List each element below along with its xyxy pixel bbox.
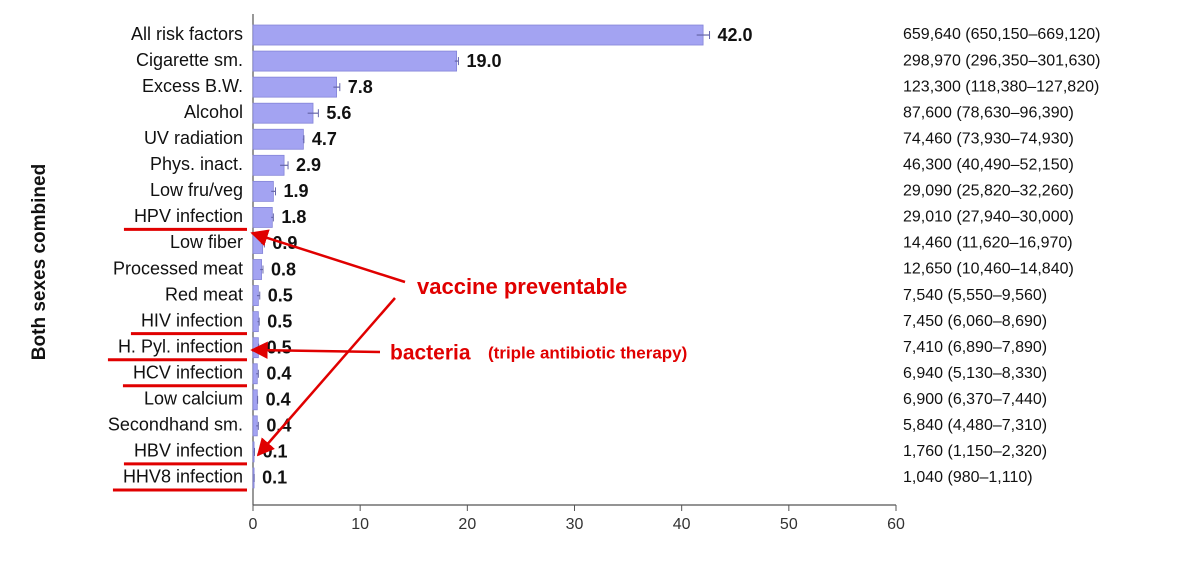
count-label: 46,300 (40,490–52,150) [903, 157, 1074, 174]
annotation: vaccine preventable [417, 274, 627, 299]
count-label: 6,940 (5,130–8,330) [903, 365, 1047, 382]
count-label: 7,450 (6,060–8,690) [903, 313, 1047, 330]
value-label: 1.9 [284, 181, 309, 201]
value-label: 0.8 [271, 259, 296, 279]
count-label: 6,900 (6,370–7,440) [903, 391, 1047, 408]
x-tick-label: 20 [458, 516, 476, 533]
category-label: All risk factors [131, 24, 243, 44]
bar [252, 154, 285, 176]
category-label: HPV infection [134, 206, 243, 226]
bar [252, 102, 314, 124]
count-label: 14,460 (11,620–16,970) [903, 235, 1073, 252]
category-label: UV radiation [144, 128, 243, 148]
value-label: 19.0 [466, 51, 501, 71]
value-label: 4.7 [312, 129, 337, 149]
category-label: Secondhand sm. [108, 415, 243, 435]
value-label: 7.8 [348, 77, 373, 97]
category-label: HIV infection [141, 310, 243, 330]
count-label: 29,010 (27,940–30,000) [903, 209, 1074, 226]
bar [252, 337, 259, 359]
bar [252, 76, 337, 98]
value-label: 0.4 [266, 416, 291, 436]
plot: 0 10 20 30 40 50 60 All risk factors 659,640 (65… [108, 14, 1101, 533]
arrow [256, 297, 396, 457]
category-label: Red meat [165, 284, 243, 304]
category-label: Low fru/veg [150, 180, 243, 200]
x-tick-label: 50 [780, 516, 798, 533]
count-label: 12,650 (10,460–14,840) [903, 261, 1074, 278]
count-label: 659,640 (650,150–669,120) [903, 26, 1101, 43]
category-label: Processed meat [113, 258, 243, 278]
category-label: Alcohol [184, 102, 243, 122]
x-tick-label: 30 [566, 516, 584, 533]
count-label: 29,090 (25,820–32,260) [903, 183, 1074, 200]
y-axis-label: Both sexes combined [29, 164, 50, 360]
count-label: 1,760 (1,150–2,320) [903, 443, 1047, 460]
x-tick-label: 0 [249, 516, 258, 533]
value-label: 2.9 [296, 155, 321, 175]
category-label: H. Pyl. infection [118, 336, 243, 356]
annotation: (triple antibiotic therapy) [488, 343, 687, 362]
category-label: Low fiber [170, 232, 243, 252]
value-label: 0.4 [266, 390, 291, 410]
count-label: 1,040 (980–1,110) [903, 469, 1033, 486]
count-label: 5,840 (4,480–7,310) [903, 417, 1047, 434]
category-label: HHV8 infection [123, 467, 243, 487]
category-label: Excess B.W. [142, 76, 243, 96]
count-label: 7,540 (5,550–9,560) [903, 287, 1047, 304]
arrow [250, 341, 381, 359]
value-label: 0.4 [266, 364, 291, 384]
bar [252, 180, 274, 202]
count-label: 7,410 (6,890–7,890) [903, 339, 1047, 356]
x-tick-label: 60 [887, 516, 905, 533]
bar [252, 207, 273, 228]
bar [252, 389, 258, 411]
category-label: HCV infection [133, 363, 243, 383]
count-label: 123,300 (118,380–127,820) [903, 78, 1099, 95]
category-label: Phys. inact. [150, 154, 243, 174]
annotation-arrows [250, 229, 406, 457]
value-label: 0.5 [267, 337, 292, 357]
bar [252, 24, 704, 46]
annotation: bacteria [390, 342, 471, 365]
bar [252, 128, 304, 150]
category-label: Cigarette sm. [136, 50, 243, 70]
value-label: 0.5 [268, 285, 293, 305]
bar [252, 50, 458, 72]
x-tick-label: 10 [351, 516, 369, 533]
count-label: 74,460 (73,930–74,930) [903, 130, 1074, 147]
category-label: Low calcium [144, 389, 243, 409]
count-label: 298,970 (296,350–301,630) [903, 52, 1101, 69]
category-label: HBV infection [134, 441, 243, 461]
count-label: 87,600 (78,630–96,390) [903, 104, 1074, 121]
value-label: 5.6 [326, 103, 351, 123]
x-tick-label: 40 [673, 516, 691, 533]
value-label: 42.0 [718, 25, 753, 45]
arrow [250, 229, 406, 284]
value-label: 0.1 [262, 468, 287, 488]
value-label: 0.5 [267, 311, 292, 331]
value-label: 1.8 [281, 207, 306, 227]
